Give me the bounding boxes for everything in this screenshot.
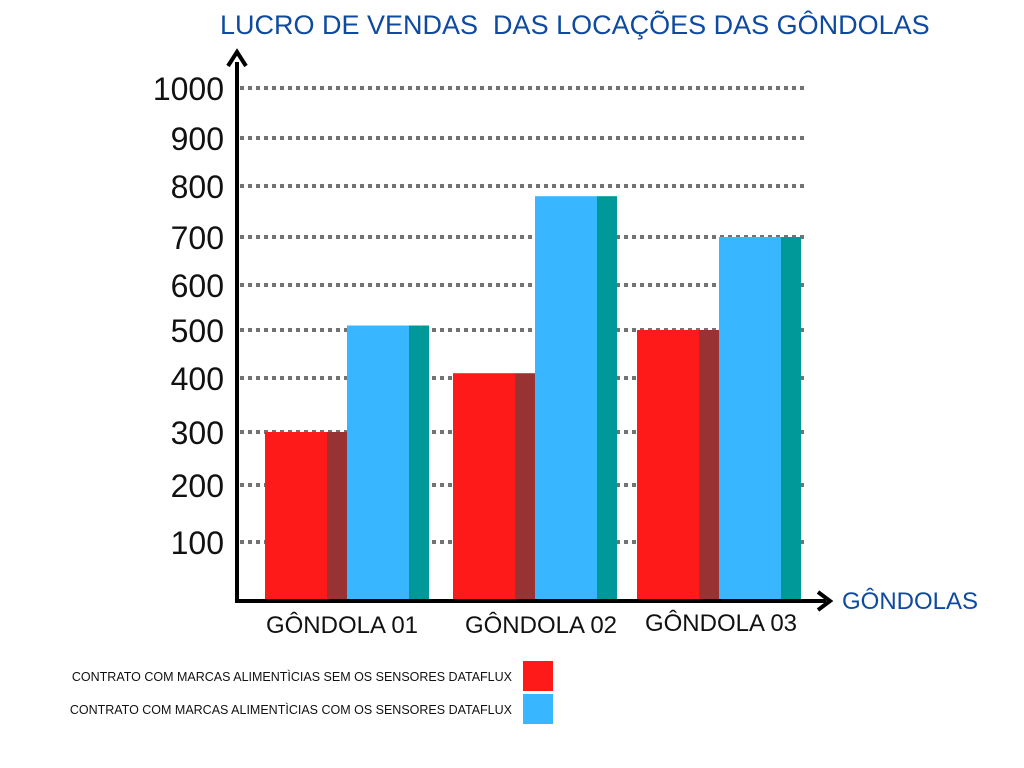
y-tick-label: 600: [171, 268, 224, 304]
bar: [347, 325, 409, 600]
y-axis-arrow-icon: [226, 48, 248, 68]
y-tick-label: 700: [171, 220, 224, 256]
bar: [719, 237, 781, 600]
y-tick-label: 300: [171, 415, 224, 451]
y-tick-label: 1000: [153, 71, 224, 107]
y-tick-label: 100: [171, 525, 224, 561]
bar-side: [515, 373, 535, 600]
chart-title: LUCRO DE VENDAS DAS LOCAÇÕES DAS GÔNDOLA…: [220, 9, 930, 40]
y-tick-labels: 100 200 300 400 500 600 700 800 900 1000: [153, 71, 224, 561]
bar-side: [327, 432, 347, 600]
x-tick-labels: GÔNDOLA 01 GÔNDOLA 02 GÔNDOLA 03: [266, 609, 797, 639]
bar-side: [597, 196, 617, 600]
x-tick-label: GÔNDOLA 02: [465, 611, 617, 639]
bar: [453, 373, 515, 600]
y-tick-label: 800: [171, 169, 224, 205]
bars: [265, 196, 801, 600]
y-tick-label: 400: [171, 361, 224, 397]
x-tick-label: GÔNDOLA 03: [645, 609, 797, 637]
bar-side: [699, 330, 719, 600]
bar-side: [781, 237, 801, 600]
x-tick-label: GÔNDOLA 01: [266, 611, 418, 639]
legend: CONTRATO COM MARCAS ALIMENTÌCIAS SEM OS …: [70, 661, 553, 724]
legend-label: CONTRATO COM MARCAS ALIMENTÌCIAS COM OS …: [70, 702, 513, 717]
x-axis-arrow-icon: [816, 590, 834, 612]
x-axis-label: GÔNDOLAS: [842, 587, 978, 615]
bar: [535, 196, 597, 600]
axes: [226, 48, 834, 612]
y-tick-label: 200: [171, 468, 224, 504]
legend-swatch: [523, 694, 553, 724]
bar: [637, 330, 699, 600]
legend-swatch: [523, 661, 553, 691]
legend-label: CONTRATO COM MARCAS ALIMENTÌCIAS SEM OS …: [72, 669, 513, 684]
y-tick-label: 500: [171, 313, 224, 349]
bar: [265, 432, 327, 600]
y-tick-label: 900: [171, 121, 224, 157]
bar-side: [409, 325, 429, 600]
